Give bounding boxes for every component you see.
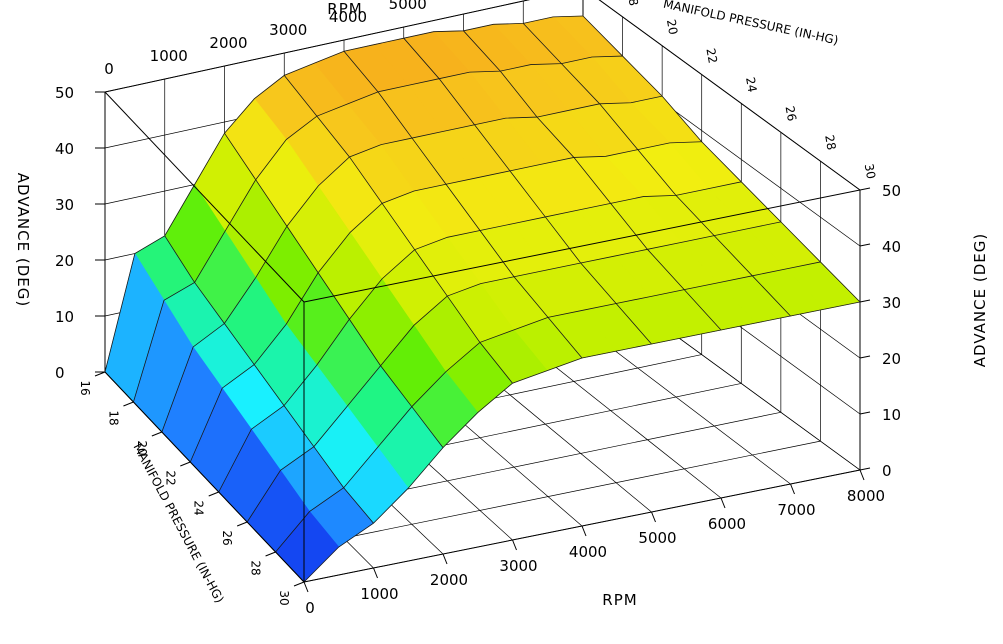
rpm-tick-label-front: 7000 [777,501,815,519]
advance-tick-right [859,243,871,247]
advance-tick-label-right: 40 [882,238,901,256]
surface-mesh [104,15,861,583]
rpm-tick-front [651,511,656,523]
rpm-tick-label-front: 1000 [360,585,398,603]
rpm-tick-front [512,539,517,551]
box-edge [104,0,531,93]
map-tick-label-top: 18 [624,0,640,7]
surface-meshline-rpm [283,75,513,384]
advance-tick-right [859,467,871,471]
map-tick-left [180,461,191,467]
floor-gridline-map [275,440,821,553]
rpm-tick-label-front: 8000 [847,487,885,505]
rpm-tick-front [303,581,309,593]
rpm-tick-label-front: 4000 [569,543,607,561]
advance-tick-label-right: 50 [882,182,901,200]
advance-tick-label-left: 40 [55,140,74,158]
map-tick-label-left: 28 [249,560,263,575]
rpm-tick-label-front: 3000 [499,557,537,575]
map-tick-label-top: 30 [862,163,878,180]
rpm-tick-front [720,497,726,509]
map-tick-label-top: 22 [703,47,719,64]
rpm-tick-label-front: 6000 [708,515,746,533]
rpm-tick-label-front: 0 [305,599,315,617]
surface-meshline-rpm [522,23,791,317]
map-tick-label-top: 28 [822,134,838,151]
advance-tick-label-right: 30 [882,294,901,312]
frame-front [94,91,871,593]
map-tick-left [208,491,219,497]
map-tick-label-left: 22 [163,470,177,485]
rpm-tick-label-back: 2000 [209,34,247,52]
surface-meshline-rpm [343,50,583,359]
rpm-tick-label-back: 5000 [389,0,427,13]
rpm-tick-front [859,469,865,481]
map-tick-label-left: 20 [135,440,149,455]
rpm-tick-label-back: 3000 [269,21,307,39]
map-tick-left [293,581,305,587]
rpm-axis-title-top: RPM [327,0,362,18]
map-tick-left [236,521,248,527]
map-tick-label-left: 18 [106,410,120,425]
advance-axis-title-right: ADVANCE (DEG) [971,233,989,367]
rpm-tick-label-front: 5000 [638,529,676,547]
map-tick-left [94,371,106,377]
rpm-axis-title-bottom: RPM [602,591,637,609]
advance-tick-right [859,411,871,415]
surface-meshline-rpm [403,37,652,345]
advance-tick-label-right: 20 [882,350,901,368]
map-tick-label-left: 24 [192,500,206,515]
advance-tick-right [859,187,871,191]
advance-tick-label-left: 30 [55,196,74,214]
map-tick-left [123,401,134,407]
map-tick-label-left: 16 [78,380,92,395]
surface-meshline-rpm [463,30,722,331]
advance-tick-label-right: 0 [882,462,892,480]
advance-tick-label-left: 20 [55,252,74,270]
rpm-tick-label-back: 0 [104,60,114,78]
map-tick-label-top: 24 [743,76,759,93]
map-tick-label-left: 26 [220,530,234,545]
advance-tick-label-right: 10 [882,406,901,424]
advance-tick-right [859,299,871,303]
advance-tick-label-left: 10 [55,308,74,326]
surface-meshline-rpm [164,235,374,524]
box-edge [598,0,861,191]
box-edge [104,91,305,303]
advance-tick-right [859,355,871,359]
map-tick-left [151,431,163,437]
advance-axis-title-left: ADVANCE (DEG) [14,173,32,307]
map-tick-label-top: 26 [783,105,799,122]
rpm-tick-label-back: 1000 [150,47,188,65]
advance-tick-label-left: 50 [55,84,74,102]
rpm-tick-front [790,483,795,495]
rpm-tick-front [373,567,378,579]
map-tick-left [265,551,276,557]
rpm-tick-front [442,553,448,565]
surface-meshline-rpm [582,15,861,303]
box-edge [303,189,861,303]
rpm-tick-label-back: 4000 [329,8,367,26]
rpm-tick-front [581,525,587,537]
map-axis-title-top: MANIFOLD PRESSURE (IN-HG) [662,0,840,48]
advance-tick-label-left: 0 [55,364,65,382]
box-edge [104,371,305,583]
rpm-tick-label-front: 2000 [430,571,468,589]
map-tick-label-top: 20 [664,18,680,35]
map-tick-label-left: 30 [277,590,291,605]
